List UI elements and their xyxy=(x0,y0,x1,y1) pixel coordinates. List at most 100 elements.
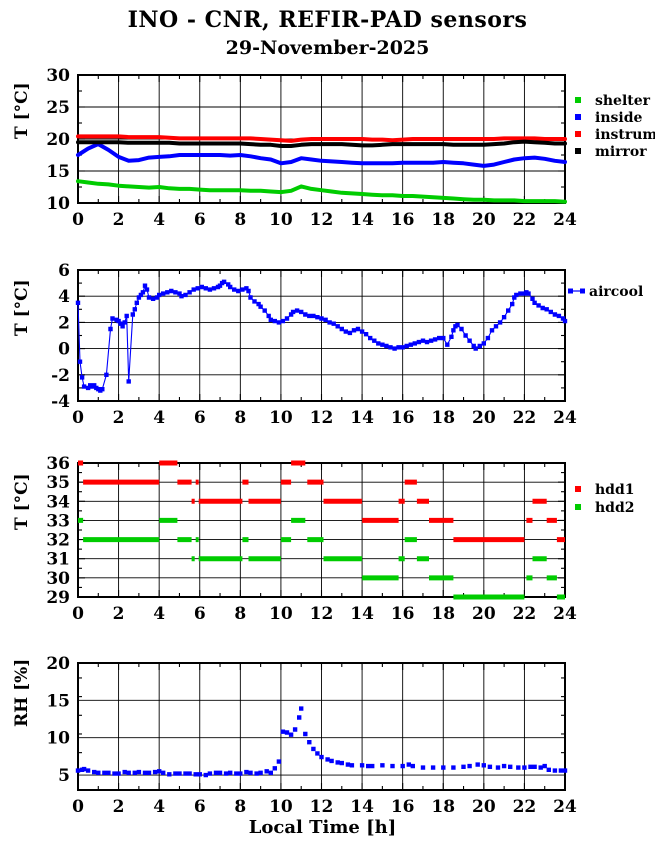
x-tick-label: 16 xyxy=(391,797,415,817)
legend-label: aircool xyxy=(589,284,643,300)
x-tick-label: 6 xyxy=(194,604,206,624)
x-tick-label: 8 xyxy=(234,210,246,230)
y-tick-label: 6 xyxy=(58,261,70,281)
x-tick-label: 14 xyxy=(350,210,374,230)
y-tick-label: 25 xyxy=(46,98,70,118)
y-tick-label: 30 xyxy=(46,66,70,86)
y-tick-label: 4 xyxy=(58,287,70,307)
x-tick-label: 14 xyxy=(350,604,374,624)
series-mirror xyxy=(76,139,567,148)
x-tick-label: 20 xyxy=(472,408,496,428)
legend-point-sample xyxy=(580,288,585,294)
y-tick-label: 30 xyxy=(46,569,70,589)
y-tick-label: 20 xyxy=(46,654,70,674)
legend-swatch xyxy=(575,486,581,492)
x-tick-label: 10 xyxy=(269,408,293,428)
x-tick-label: 22 xyxy=(513,210,537,230)
plot-border xyxy=(77,269,566,402)
legend-label: instrum. xyxy=(595,127,655,143)
legend-label: hdd1 xyxy=(595,482,635,498)
x-tick-label: 24 xyxy=(553,408,577,428)
x-tick-label: 16 xyxy=(391,210,415,230)
legend-swatch xyxy=(575,114,581,120)
y-tick-label: -2 xyxy=(51,366,70,386)
x-tick-label: 4 xyxy=(153,797,165,817)
x-tick-label: 24 xyxy=(553,604,577,624)
series-hdd2 xyxy=(78,517,565,600)
legend-label: mirror xyxy=(595,144,647,160)
y-tick-label: 2 xyxy=(58,313,70,333)
x-tick-label: 2 xyxy=(113,604,125,624)
y-tick-label: 34 xyxy=(46,492,70,512)
x-tick-label: 0 xyxy=(72,797,84,817)
legend-swatch xyxy=(575,131,581,137)
legend-label: shelter xyxy=(595,93,651,109)
x-tick-label: 18 xyxy=(431,408,455,428)
x-tick-label: 24 xyxy=(553,210,577,230)
y-tick-label: 10 xyxy=(46,729,70,749)
page-date-subtitle: 29-November-2025 xyxy=(225,37,430,59)
x-tick-label: 18 xyxy=(431,210,455,230)
plot-border xyxy=(77,662,566,791)
x-tick-label: 6 xyxy=(194,797,206,817)
page-title: INO - CNR, REFIR-PAD sensors xyxy=(127,7,528,33)
y-tick-label: 10 xyxy=(46,194,70,214)
y-tick-label: 0 xyxy=(58,340,70,360)
x-tick-label: 20 xyxy=(472,604,496,624)
y-tick-label: 15 xyxy=(46,691,70,711)
x-tick-label: 4 xyxy=(153,408,165,428)
y-tick-label: 29 xyxy=(46,588,70,608)
y-tick-label: -4 xyxy=(51,392,70,412)
y-tick-label: 33 xyxy=(46,511,70,531)
x-tick-label: 2 xyxy=(113,797,125,817)
x-tick-label: 0 xyxy=(72,408,84,428)
x-tick-label: 20 xyxy=(472,797,496,817)
y-tick-label: 20 xyxy=(46,130,70,150)
x-tick-label: 12 xyxy=(310,797,334,817)
x-tick-label: 12 xyxy=(310,210,334,230)
series-hdd1 xyxy=(78,460,565,543)
x-tick-label: 14 xyxy=(350,797,374,817)
x-tick-label: 0 xyxy=(72,210,84,230)
x-tick-label: 22 xyxy=(513,797,537,817)
x-tick-label: 18 xyxy=(431,604,455,624)
plot-border xyxy=(77,462,566,598)
series-points-RH xyxy=(75,706,568,778)
hdd-temperature-plot: 0 2 4 6 8 10 12 14 16 18 20 22 242930313233343536hdd… xyxy=(46,454,634,624)
x-tick-label: 8 xyxy=(234,604,246,624)
legend-swatch xyxy=(575,148,581,154)
x-tick-label: 20 xyxy=(472,210,496,230)
x-tick-label: 14 xyxy=(350,408,374,428)
x-tick-label: 22 xyxy=(513,408,537,428)
x-tick-label: 0 xyxy=(72,604,84,624)
x-tick-label: 12 xyxy=(310,408,334,428)
legend-swatch xyxy=(575,97,581,103)
x-tick-label: 10 xyxy=(269,797,293,817)
x-tick-label: 6 xyxy=(194,408,206,428)
x-tick-label: 16 xyxy=(391,604,415,624)
x-tick-label: 18 xyxy=(431,797,455,817)
x-tick-label: 4 xyxy=(153,604,165,624)
series-inside xyxy=(76,142,567,168)
x-tick-label: 12 xyxy=(310,604,334,624)
x-tick-label: 16 xyxy=(391,408,415,428)
x-tick-label: 2 xyxy=(113,210,125,230)
x-tick-label: 8 xyxy=(234,797,246,817)
legend-label: inside xyxy=(595,110,642,126)
x-tick-label: 8 xyxy=(234,408,246,428)
y-tick-label: 32 xyxy=(46,531,70,551)
x-tick-label: 2 xyxy=(113,408,125,428)
x-tick-label: 4 xyxy=(153,210,165,230)
y-tick-label: 5 xyxy=(58,766,70,786)
y-tick-label: 36 xyxy=(46,454,70,474)
x-tick-label: 24 xyxy=(553,797,577,817)
x-tick-label: 10 xyxy=(269,604,293,624)
y-tick-label: 15 xyxy=(46,162,70,182)
x-tick-label: 6 xyxy=(194,210,206,230)
legend-point-sample xyxy=(568,288,573,294)
series-shelter xyxy=(76,179,567,204)
